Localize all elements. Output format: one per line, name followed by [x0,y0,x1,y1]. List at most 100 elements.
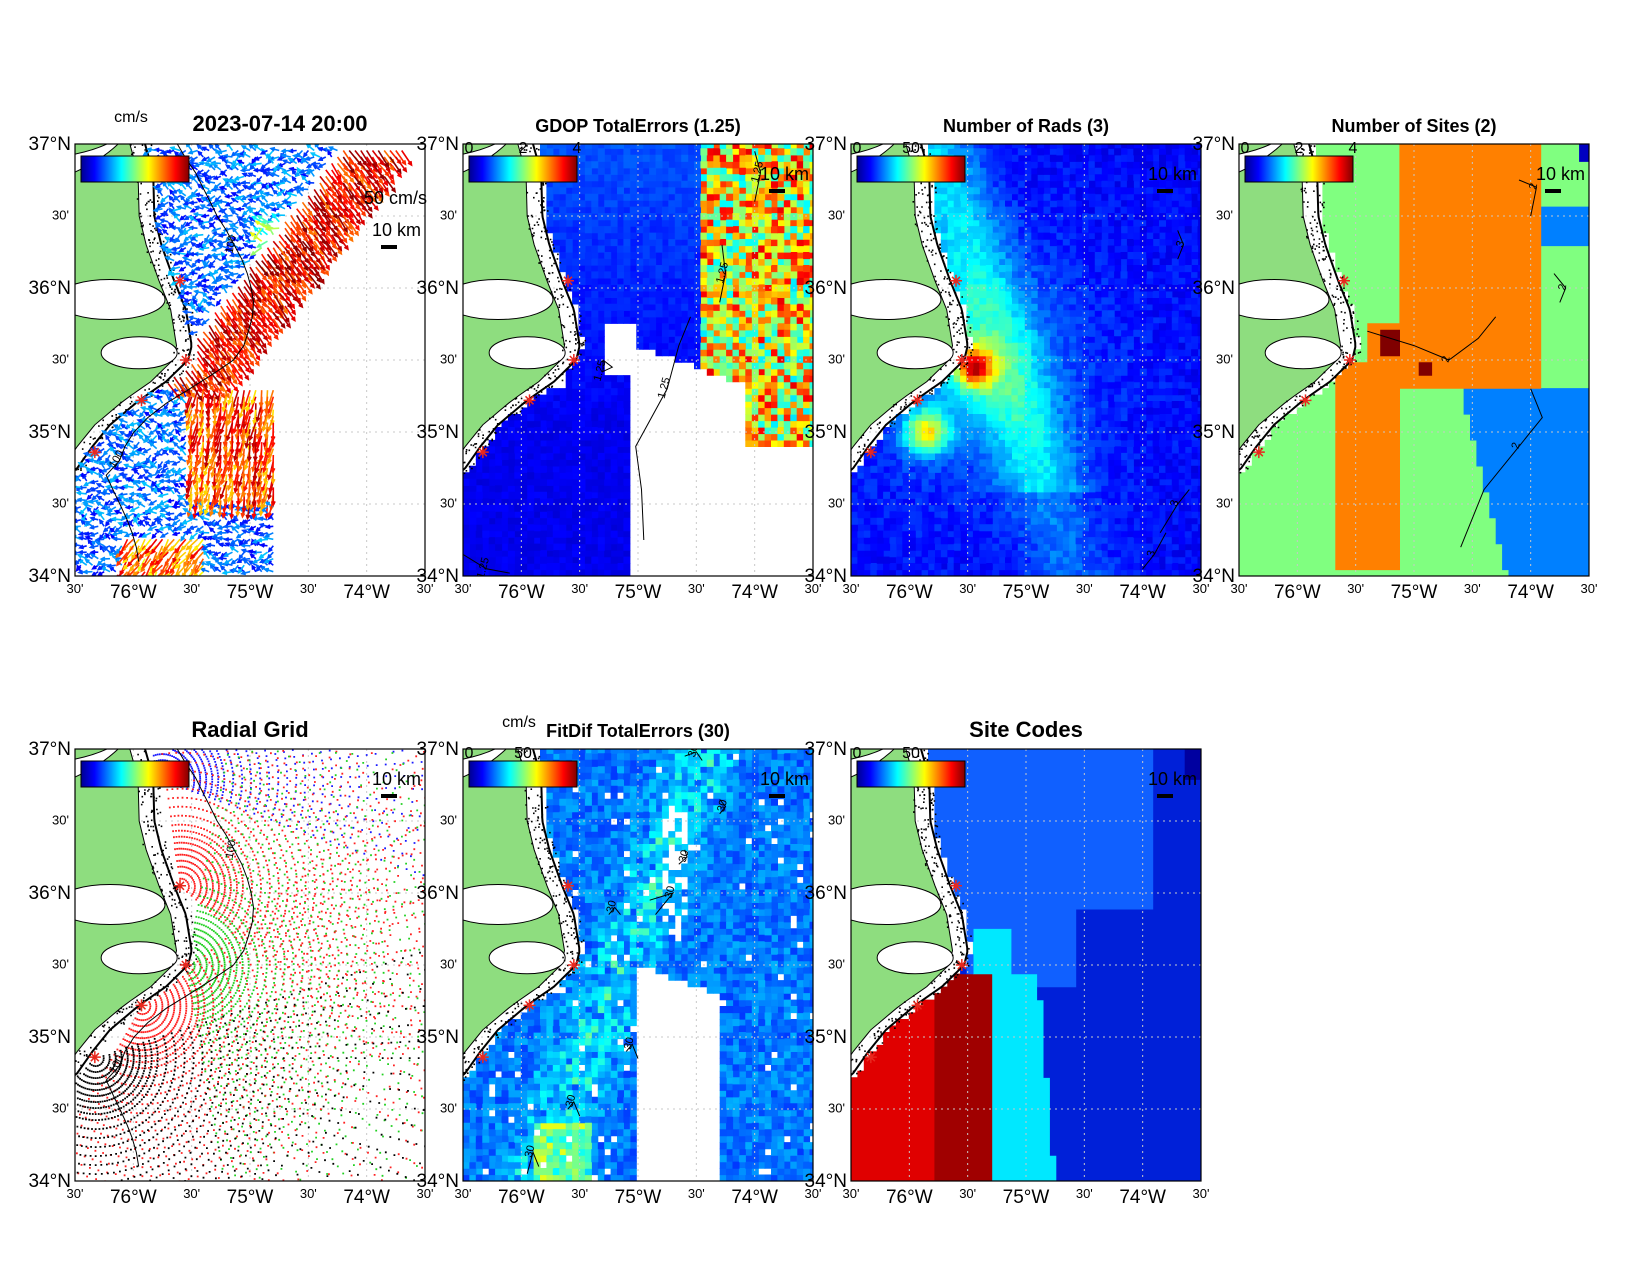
field-cells [954,252,961,259]
lat-label: 35°N [805,1027,847,1048]
field-cells [790,382,797,389]
lat-minor-label: 30' [52,1100,69,1115]
field-cells [765,421,772,428]
field-cells [777,200,784,207]
field-cells [784,246,791,253]
field-cells [534,1168,541,1175]
current-vectors [198,147,209,157]
field-cells [572,1162,585,1169]
field-cells [803,187,810,194]
lat-minor-label: 30' [828,207,845,222]
lon-minor-label: 30' [67,1186,84,1201]
field-cells [713,336,720,343]
field-cells [534,1136,541,1143]
field-cells [559,1168,566,1175]
field-cells [733,310,740,317]
field-cells [765,142,772,149]
field-cells [992,220,999,227]
field-cells [915,427,922,434]
field-cells [726,174,733,181]
field-cells [784,155,791,162]
field-cells [733,271,740,278]
field-cells [572,1045,579,1052]
field-cells [1005,382,1012,389]
field-cells [973,382,980,389]
lat-label: 35°N [417,1027,459,1048]
field-cells [979,297,986,304]
field-cells [656,825,663,832]
field-cells [790,200,797,207]
field-cells [803,207,810,214]
field-cells [752,291,759,298]
field-cells [765,433,772,440]
field-cells [797,375,804,382]
field-cells [707,310,714,317]
field-cells [758,226,765,233]
field-cells [999,362,1006,369]
field-cells [1011,427,1018,434]
field-cells [1056,382,1063,389]
lat-minor-label: 30' [440,351,457,366]
pamlico-sound-shape [101,337,177,369]
lon-label: 76°W [110,582,157,603]
field-cells [707,174,714,181]
panel-totals: 10010037°N36°N35°N34°N30'30'30'76°W 75°W 7… [29,109,434,603]
field-cells [765,246,772,253]
field-cells [643,902,650,909]
field-cells [765,375,772,382]
field-cells [960,369,967,376]
lat-minor-label: 30' [1216,207,1233,222]
field-cells [777,278,784,285]
field-cells [559,1084,566,1091]
lon-minor-label: 30' [571,581,588,596]
field-cells [765,213,772,220]
field-cells [720,174,727,181]
field-cells [986,323,993,330]
field-cells [784,362,791,369]
scale-bar [1157,794,1173,798]
lon-label: 74°W [731,582,778,603]
panel-title: 2023-07-14 20:00 [193,111,368,136]
field-cells [591,1026,598,1033]
field-cells [999,375,1006,382]
scale-bar-label: 10 km [760,164,809,184]
isobath-label: 100 [224,839,239,859]
field-cells [758,317,765,324]
field-cells [726,142,733,149]
panel-plot-area: 100100 [54,729,427,1183]
field-cells [668,838,675,845]
colorbar-tick-label: 0 [853,745,862,762]
field-cells [797,200,804,207]
field-cells [745,408,752,415]
field-cells [771,297,778,304]
field-cells [979,369,986,376]
field-cells [700,148,707,155]
field-cells [649,928,656,935]
field-cells [797,323,804,330]
field-cells [1031,401,1038,408]
field-cells [572,1123,579,1130]
lat-minor-label: 30' [52,495,69,510]
field-cells [707,779,714,786]
field-cells [1024,349,1031,356]
field-cells [752,278,759,285]
field-cells [752,408,759,415]
field-cells [739,239,746,246]
field-cells [790,213,797,220]
lat-minor-label: 30' [828,812,845,827]
lat-label: 37°N [29,134,71,155]
albemarle-sound-shape [55,280,165,320]
vector-scale-label: 50 cm/s [364,188,427,208]
field-cells [803,252,810,259]
pamlico-sound-shape [101,942,177,974]
field-cells [572,1155,579,1162]
field-cells [1050,453,1057,460]
field-cells [745,246,752,253]
pamlico-sound-shape [1265,337,1341,369]
field-cells [784,200,791,207]
field-cells [585,1142,592,1149]
field-cells [771,427,778,434]
field-cells [979,291,986,298]
field-cells [765,323,772,330]
